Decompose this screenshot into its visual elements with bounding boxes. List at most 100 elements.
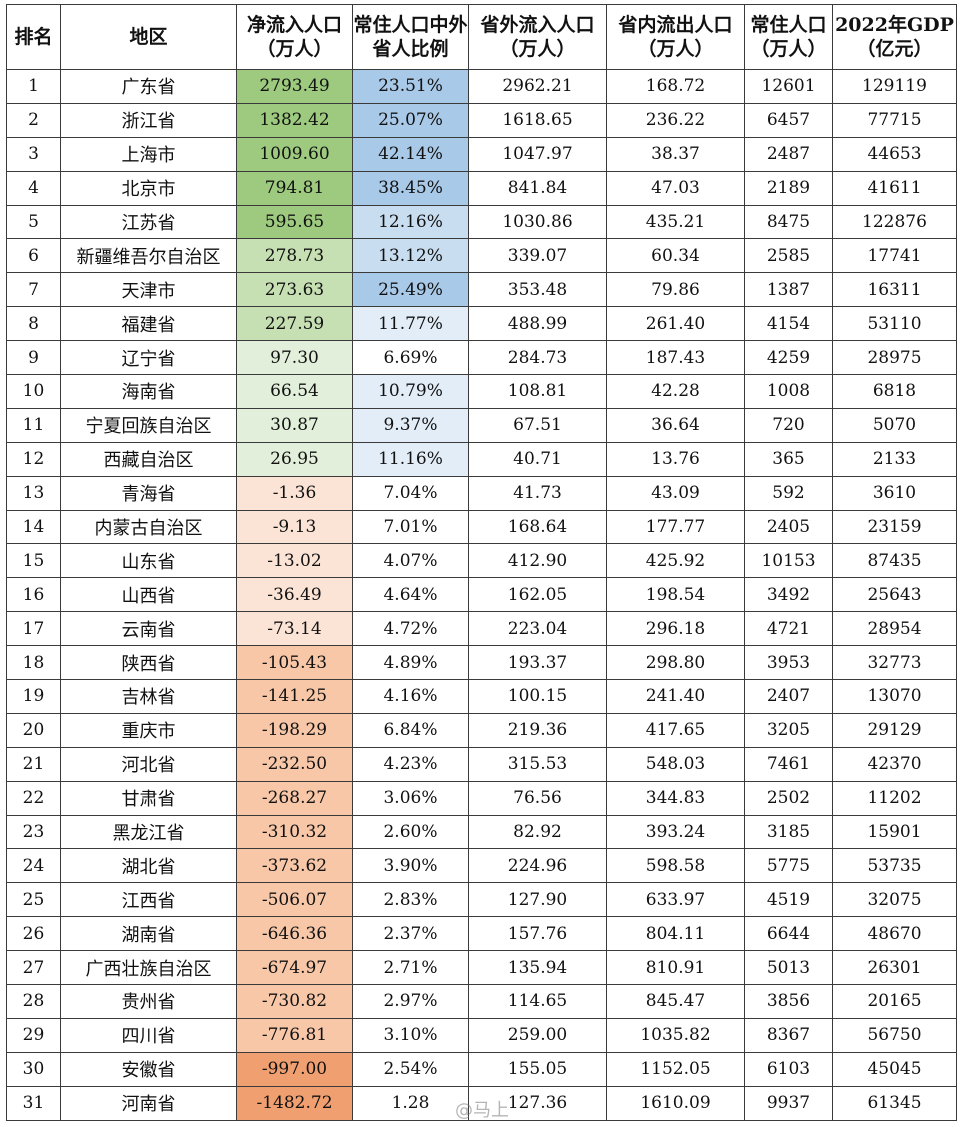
cell-resident: 1387 bbox=[744, 272, 833, 308]
table-row: 29 四川省 -776.81 3.10% 259.00 1035.82 8367 56750 bbox=[6, 1017, 957, 1053]
cell-resident: 2585 bbox=[744, 238, 833, 274]
cell-rank: 14 bbox=[6, 509, 61, 545]
cell-net-inflow: 26.95 bbox=[236, 441, 353, 477]
cell-gdp: 129119 bbox=[832, 69, 957, 104]
header-row: 排名 地区 净流入人口（万人） 常住人口中外省人比例 省外流入人口（万人） 省内… bbox=[6, 4, 957, 70]
cell-net-inflow: -1482.72 bbox=[236, 1085, 353, 1121]
cell-outflow-inside: 187.43 bbox=[606, 340, 745, 376]
cell-outflow-inside: 1152.05 bbox=[606, 1051, 745, 1087]
table-row: 2 浙江省 1382.42 25.07% 1618.65 236.22 6457 77715 bbox=[6, 102, 957, 138]
cell-inflow-outside: 193.37 bbox=[468, 645, 607, 681]
cell-outflow-inside: 804.11 bbox=[606, 916, 745, 952]
cell-inflow-outside: 1618.65 bbox=[468, 102, 607, 138]
cell-outside-ratio: 38.45% bbox=[352, 170, 469, 206]
cell-outflow-inside: 633.97 bbox=[606, 882, 745, 918]
cell-resident: 12601 bbox=[744, 69, 833, 104]
cell-net-inflow: -373.62 bbox=[236, 848, 353, 884]
table-row: 30 安徽省 -997.00 2.54% 155.05 1152.05 6103 45045 bbox=[6, 1051, 957, 1087]
cell-outside-ratio: 3.06% bbox=[352, 780, 469, 816]
cell-gdp: 61345 bbox=[832, 1085, 957, 1121]
cell-rank: 22 bbox=[6, 780, 61, 816]
table-row: 6 新疆维吾尔自治区 278.73 13.12% 339.07 60.34 2585 1774… bbox=[6, 238, 957, 274]
cell-region: 北京市 bbox=[60, 170, 237, 206]
cell-outside-ratio: 10.79% bbox=[352, 374, 469, 409]
cell-net-inflow: -310.32 bbox=[236, 814, 353, 850]
cell-rank: 29 bbox=[6, 1017, 61, 1053]
cell-region: 青海省 bbox=[60, 475, 237, 511]
cell-gdp: 45045 bbox=[832, 1051, 957, 1087]
table-row: 11 宁夏回族自治区 30.87 9.37% 67.51 36.64 720 5070 bbox=[6, 407, 957, 443]
table-row: 1 广东省 2793.49 23.51% 2962.21 168.72 12601 12911… bbox=[6, 69, 957, 104]
cell-inflow-outside: 108.81 bbox=[468, 374, 607, 409]
cell-outflow-inside: 435.21 bbox=[606, 204, 745, 240]
cell-outflow-inside: 38.37 bbox=[606, 136, 745, 172]
cell-net-inflow: -13.02 bbox=[236, 543, 353, 579]
table-row: 25 江西省 -506.07 2.83% 127.90 633.97 4519 32075 bbox=[6, 882, 957, 918]
table-row: 3 上海市 1009.60 42.14% 1047.97 38.37 2487 44653 bbox=[6, 136, 957, 172]
cell-outside-ratio: 3.10% bbox=[352, 1017, 469, 1053]
cell-region: 甘肃省 bbox=[60, 780, 237, 816]
cell-gdp: 26301 bbox=[832, 950, 957, 986]
cell-rank: 26 bbox=[6, 916, 61, 952]
cell-rank: 4 bbox=[6, 170, 61, 206]
cell-rank: 24 bbox=[6, 848, 61, 884]
cell-net-inflow: 794.81 bbox=[236, 170, 353, 206]
cell-rank: 10 bbox=[6, 374, 61, 409]
cell-region: 河南省 bbox=[60, 1085, 237, 1121]
cell-resident: 6457 bbox=[744, 102, 833, 138]
cell-outflow-inside: 42.28 bbox=[606, 374, 745, 409]
cell-gdp: 13070 bbox=[832, 679, 957, 714]
table-row: 16 山西省 -36.49 4.64% 162.05 198.54 3492 25643 bbox=[6, 577, 957, 613]
cell-net-inflow: 1382.42 bbox=[236, 102, 353, 138]
cell-outside-ratio: 4.16% bbox=[352, 679, 469, 714]
cell-outside-ratio: 4.72% bbox=[352, 611, 469, 647]
cell-rank: 11 bbox=[6, 407, 61, 443]
header-net-inflow: 净流入人口（万人） bbox=[236, 4, 353, 70]
header-resident: 常住人口（万人） bbox=[744, 4, 833, 70]
cell-rank: 31 bbox=[6, 1085, 61, 1121]
table-row: 5 江苏省 595.65 12.16% 1030.86 435.21 8475 122876 bbox=[6, 204, 957, 240]
cell-inflow-outside: 41.73 bbox=[468, 475, 607, 511]
cell-inflow-outside: 40.71 bbox=[468, 441, 607, 477]
cell-resident: 2189 bbox=[744, 170, 833, 206]
header-outflow-inside: 省内流出人口（万人） bbox=[606, 4, 745, 70]
cell-region: 海南省 bbox=[60, 374, 237, 409]
cell-outflow-inside: 548.03 bbox=[606, 746, 745, 782]
cell-region: 宁夏回族自治区 bbox=[60, 407, 237, 443]
cell-net-inflow: 66.54 bbox=[236, 374, 353, 409]
cell-region: 湖南省 bbox=[60, 916, 237, 952]
cell-net-inflow: -646.36 bbox=[236, 916, 353, 952]
cell-gdp: 25643 bbox=[832, 577, 957, 613]
cell-outside-ratio: 4.64% bbox=[352, 577, 469, 613]
cell-inflow-outside: 2962.21 bbox=[468, 69, 607, 104]
cell-rank: 16 bbox=[6, 577, 61, 613]
cell-rank: 25 bbox=[6, 882, 61, 918]
cell-region: 福建省 bbox=[60, 306, 237, 342]
cell-resident: 1008 bbox=[744, 374, 833, 409]
cell-gdp: 15901 bbox=[832, 814, 957, 850]
cell-region: 西藏自治区 bbox=[60, 441, 237, 477]
header-region: 地区 bbox=[60, 4, 237, 70]
cell-rank: 6 bbox=[6, 238, 61, 274]
cell-net-inflow: 227.59 bbox=[236, 306, 353, 342]
cell-inflow-outside: 127.36 bbox=[468, 1085, 607, 1121]
cell-rank: 8 bbox=[6, 306, 61, 342]
cell-outside-ratio: 25.49% bbox=[352, 272, 469, 308]
cell-gdp: 2133 bbox=[832, 441, 957, 477]
cell-rank: 19 bbox=[6, 679, 61, 714]
cell-outflow-inside: 261.40 bbox=[606, 306, 745, 342]
cell-outside-ratio: 4.07% bbox=[352, 543, 469, 579]
cell-region: 吉林省 bbox=[60, 679, 237, 714]
header-rank: 排名 bbox=[6, 4, 61, 70]
header-gdp: 2022年GDP（亿元） bbox=[832, 4, 957, 70]
cell-inflow-outside: 162.05 bbox=[468, 577, 607, 613]
cell-region: 江苏省 bbox=[60, 204, 237, 240]
cell-resident: 5775 bbox=[744, 848, 833, 884]
cell-rank: 17 bbox=[6, 611, 61, 647]
cell-outside-ratio: 25.07% bbox=[352, 102, 469, 138]
cell-rank: 1 bbox=[6, 69, 61, 104]
cell-inflow-outside: 412.90 bbox=[468, 543, 607, 579]
cell-region: 陕西省 bbox=[60, 645, 237, 681]
cell-outflow-inside: 296.18 bbox=[606, 611, 745, 647]
cell-outflow-inside: 36.64 bbox=[606, 407, 745, 443]
